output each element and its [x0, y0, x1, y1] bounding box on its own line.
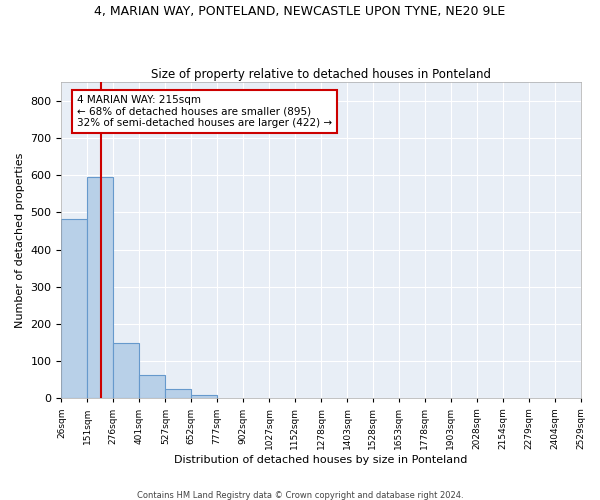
Y-axis label: Number of detached properties: Number of detached properties	[15, 152, 25, 328]
Bar	[166, 389, 191, 398]
Text: 4, MARIAN WAY, PONTELAND, NEWCASTLE UPON TYNE, NE20 9LE: 4, MARIAN WAY, PONTELAND, NEWCASTLE UPON…	[94, 5, 506, 18]
Text: 4 MARIAN WAY: 215sqm
← 68% of detached houses are smaller (895)
32% of semi-deta: 4 MARIAN WAY: 215sqm ← 68% of detached h…	[77, 95, 332, 128]
Bar	[113, 342, 139, 398]
Bar	[61, 218, 88, 398]
Bar	[191, 396, 217, 398]
Bar	[88, 177, 113, 398]
Title: Size of property relative to detached houses in Ponteland: Size of property relative to detached ho…	[151, 68, 491, 81]
Text: Contains HM Land Registry data © Crown copyright and database right 2024.: Contains HM Land Registry data © Crown c…	[137, 490, 463, 500]
X-axis label: Distribution of detached houses by size in Ponteland: Distribution of detached houses by size …	[174, 455, 467, 465]
Bar	[139, 375, 165, 398]
